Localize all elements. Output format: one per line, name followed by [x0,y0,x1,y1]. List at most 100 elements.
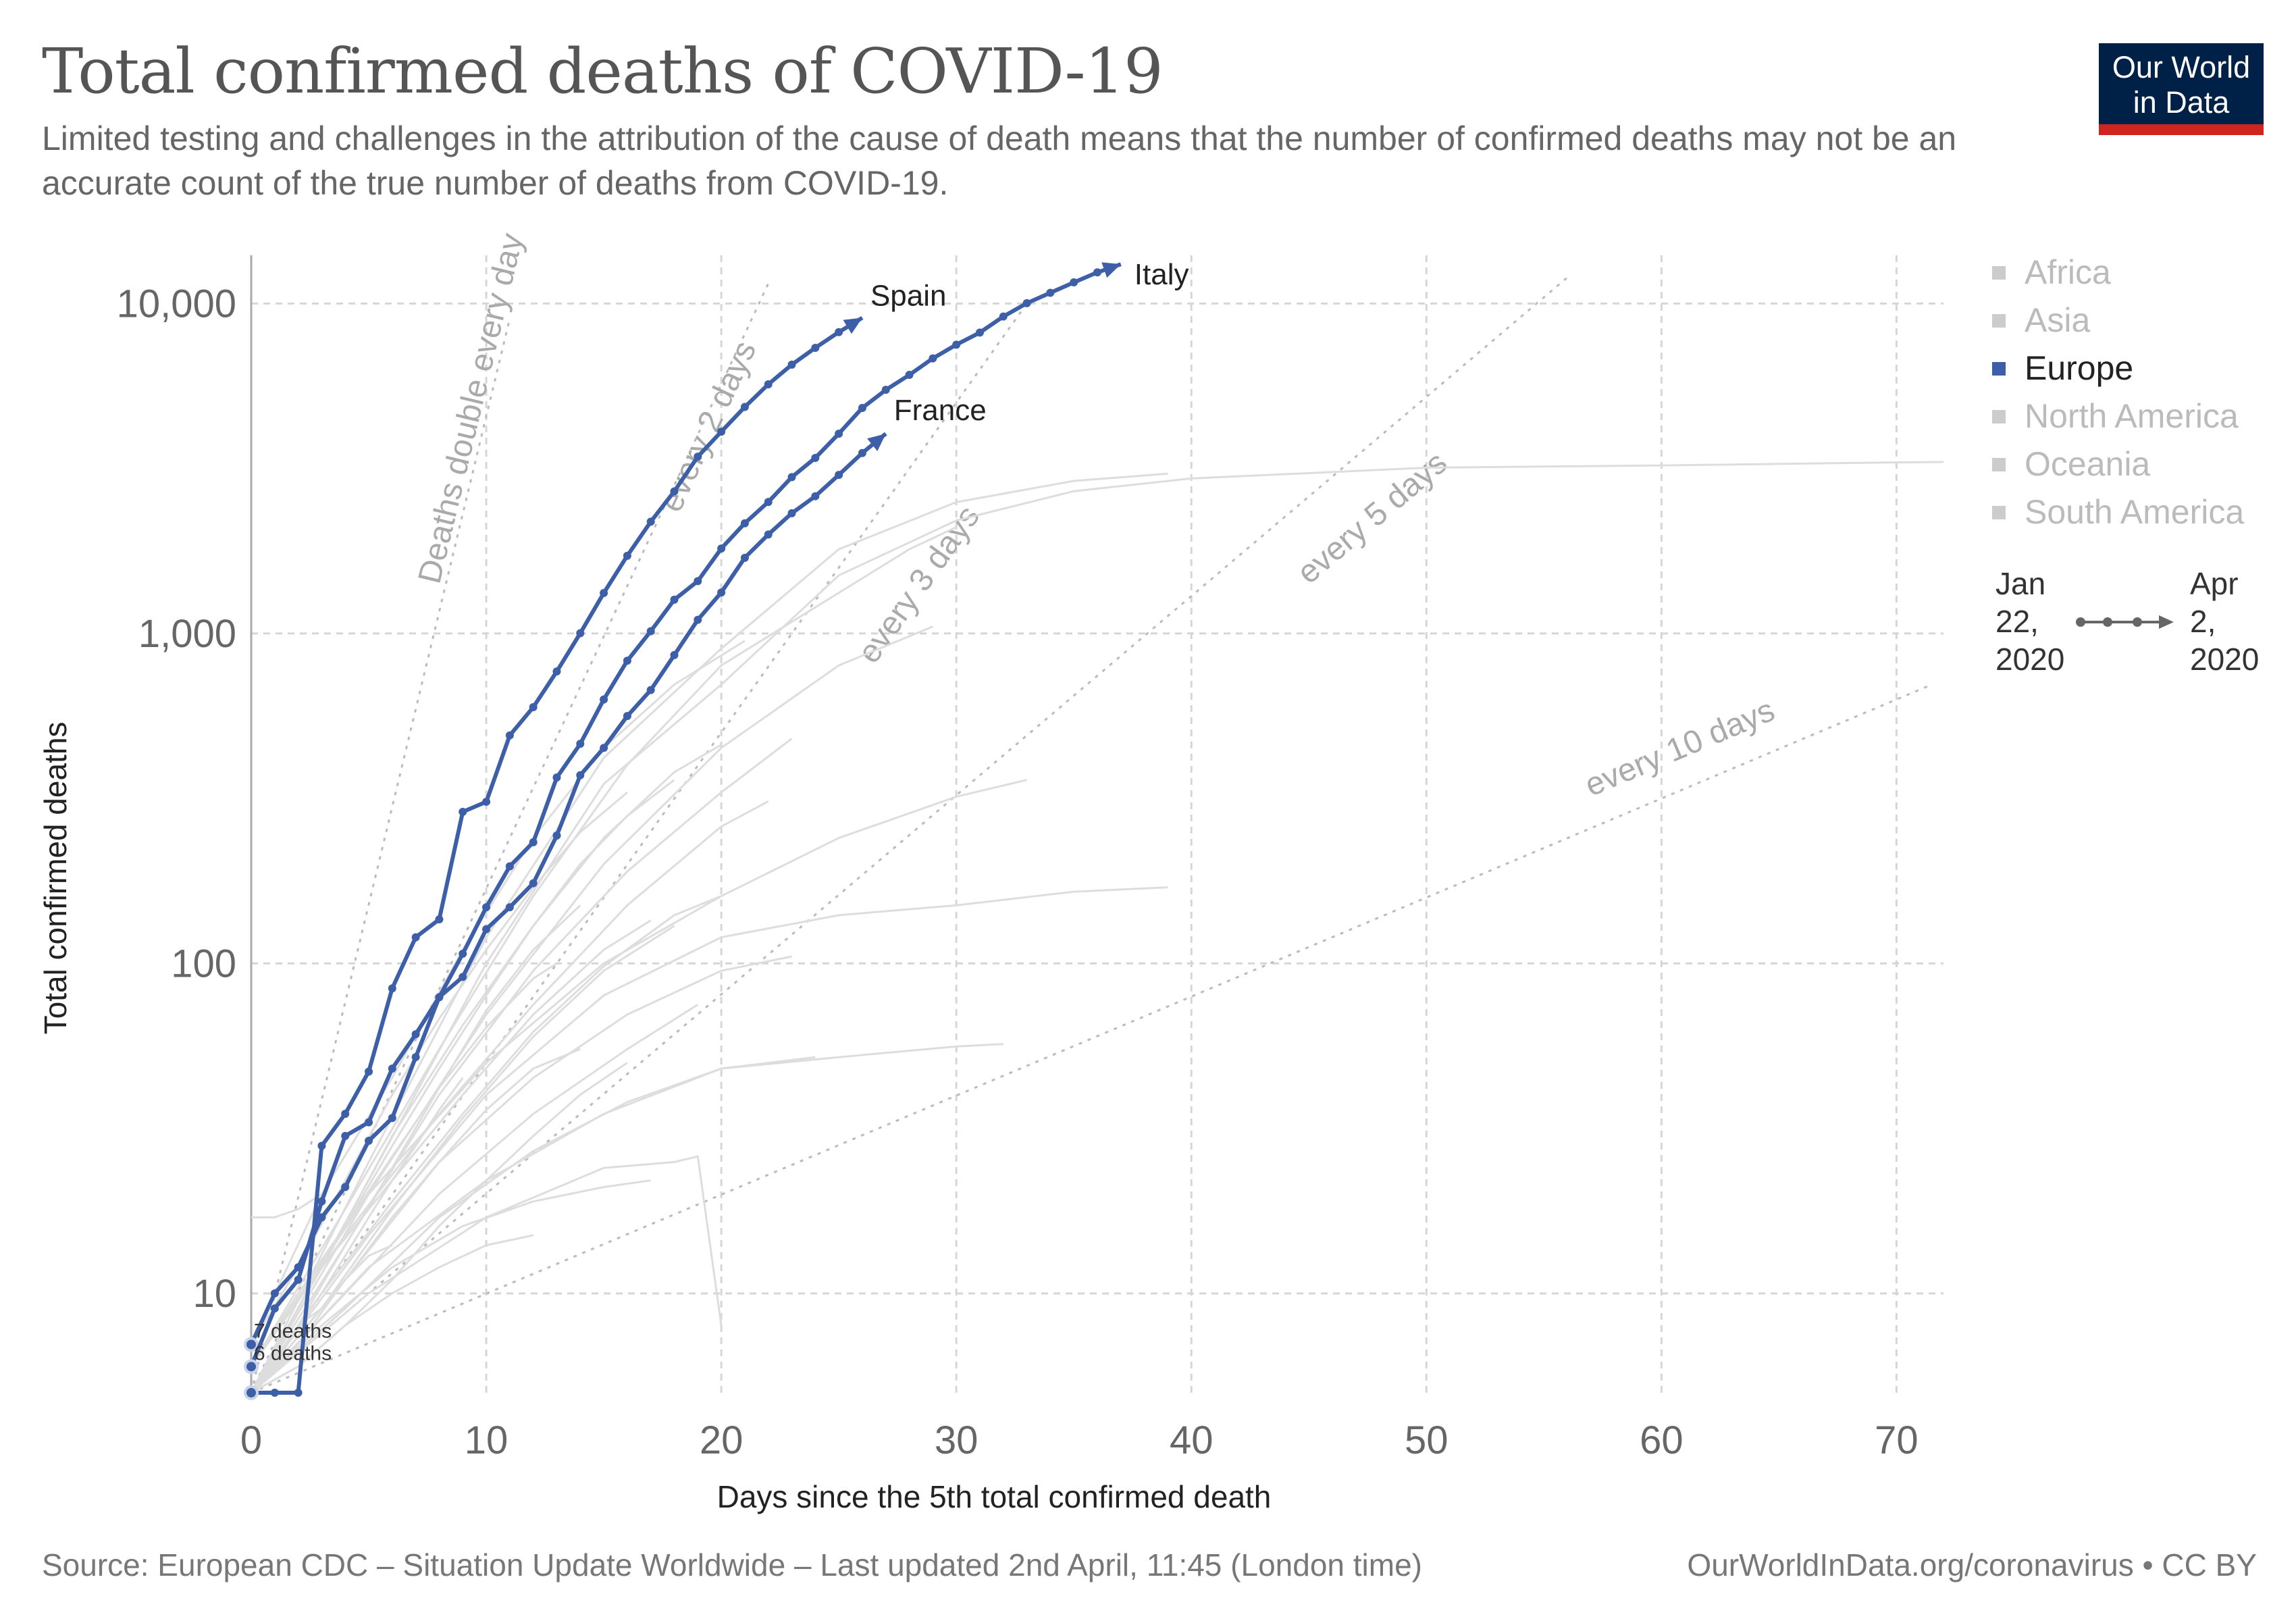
series-point [459,950,467,958]
series-point [388,1114,396,1123]
background-series-line [250,526,957,1368]
series-point [1070,278,1078,287]
owid-logo[interactable]: Our World in Data [2099,43,2264,135]
series-point [858,448,866,457]
series-point [529,879,538,887]
series-point [764,498,773,507]
y-tick-label: 10,000 [117,282,236,326]
series-point [505,903,514,912]
series-point [365,1067,373,1076]
series-point [505,731,514,740]
background-series-line [251,1193,323,1218]
time-end-label: Apr 2, 2020 [2190,566,2260,677]
series-point [365,1137,373,1146]
background-series-line [250,1056,816,1394]
series-point [975,328,984,337]
series-point [764,530,773,539]
reference-line [251,684,1933,1394]
series-point [341,1110,350,1118]
series-point [600,695,608,704]
series-point [905,371,914,380]
source-note: Source: European CDC – Situation Update … [42,1547,1422,1583]
reference-line-label: Deaths double every day [412,230,531,587]
y-tick-label: 100 [171,942,236,985]
reference-line-label: every 3 days [851,499,987,669]
background-series-line [250,895,722,1393]
series-point [482,925,491,933]
background-series-line [250,779,675,1393]
x-tick-label: 70 [1875,1418,1919,1462]
series-point [835,328,843,336]
background-series-line [251,1155,723,1394]
legend-label: Asia [2025,301,2091,339]
background-series-line [250,1043,1003,1394]
series-point [623,712,631,721]
series-point [670,487,679,496]
legend-swatch [1992,266,2006,280]
series-point [552,773,561,782]
timeline-arrow-icon [2076,615,2174,629]
chart-title: Total confirmed deaths of COVID-19 [42,35,1164,107]
legend-swatch [1992,458,2006,471]
legend-label: South America [2025,493,2245,531]
x-tick-label: 20 [700,1418,743,1462]
series-point [694,453,702,461]
series-point [435,915,444,924]
y-axis-title: Total confirmed deaths [38,722,73,1035]
series-point [646,627,655,636]
background-series-line [250,640,746,1345]
series-point [835,430,843,438]
series-point [717,544,726,553]
series-point [787,509,796,517]
series-point [1022,299,1031,307]
credit-link[interactable]: OurWorldInData.org/coronavirus • CC BY [1687,1547,2257,1583]
series-point [317,1213,326,1222]
legend-label: Oceania [2025,445,2151,483]
legend-swatch [1992,362,2006,376]
series-point [482,903,491,912]
series-point [740,403,749,411]
legend-label: Europe [2025,349,2134,387]
background-series-line [250,800,769,1368]
series-point [576,629,585,638]
series-point [646,686,655,694]
series-point [552,667,561,676]
series-point [411,933,420,942]
legend-label: North America [2025,397,2239,435]
y-tick-label: 10 [192,1272,236,1316]
x-tick-label: 40 [1170,1418,1214,1462]
series-point [1046,288,1055,297]
y-tick-label: 1,000 [138,612,236,656]
series-point [600,589,608,598]
legend-swatch [1992,314,2006,328]
series-point [576,740,585,748]
series-point [811,492,820,500]
series-point [244,1359,259,1374]
background-series-line [250,625,933,1393]
series-point [694,577,702,586]
series-point [529,702,538,711]
background-series-line [250,472,1168,1393]
series-point [835,471,843,480]
time-start-label: Jan 22, 2020 [1995,566,2065,677]
series-point [244,1337,259,1352]
series-point [435,993,444,1002]
series-point [811,343,820,352]
series-point [341,1183,350,1191]
series-point [270,1289,279,1297]
background-series-line [250,1244,393,1394]
x-tick-label: 50 [1405,1418,1449,1462]
background-series-line [250,1004,699,1394]
series-point [411,1053,420,1062]
legend-label: Africa [2025,253,2111,291]
x-axis-title: Days since the 5th total confirmed death [717,1479,1272,1514]
series-point [411,1030,420,1039]
series-point [388,1064,396,1073]
series-point [646,517,655,526]
series-line-italy [249,262,1122,1345]
series-point [999,312,1008,321]
series-point [670,595,679,604]
series-label-france: France [894,394,987,427]
legend-swatch [1992,410,2006,423]
start-label: 7 deaths [254,1320,332,1343]
